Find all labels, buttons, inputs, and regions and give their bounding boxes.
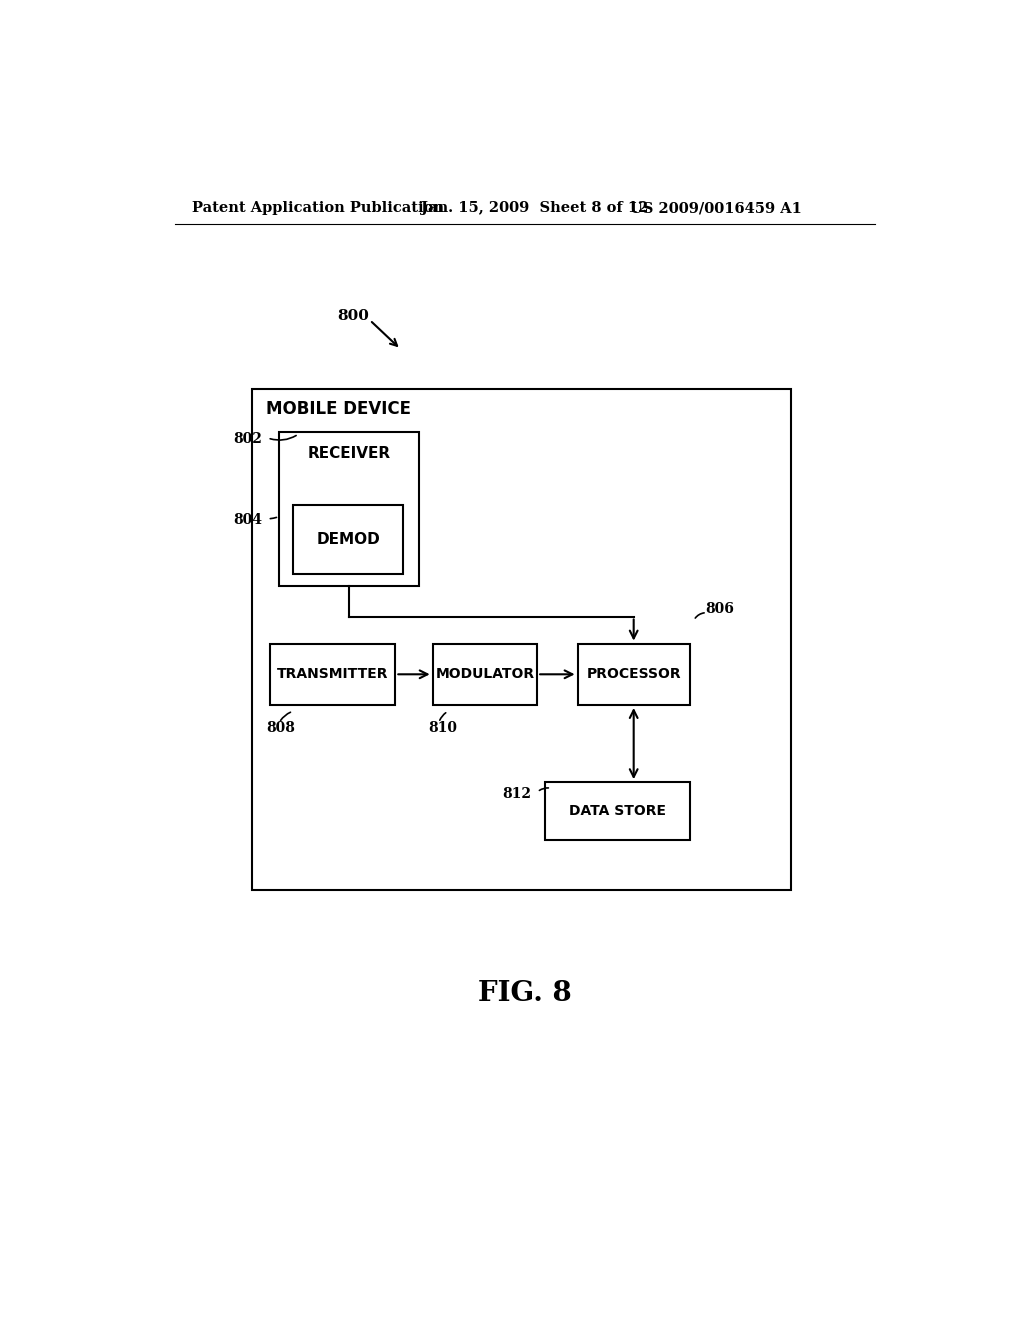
- Text: 800: 800: [337, 309, 369, 323]
- Text: 802: 802: [233, 433, 262, 446]
- Text: DEMOD: DEMOD: [316, 532, 380, 546]
- Bar: [545, 781, 690, 840]
- Bar: [578, 644, 690, 705]
- Bar: [252, 389, 791, 890]
- Text: MODULATOR: MODULATOR: [435, 668, 535, 681]
- Text: FIG. 8: FIG. 8: [478, 981, 571, 1007]
- Bar: [432, 644, 538, 705]
- Text: Patent Application Publication: Patent Application Publication: [191, 202, 443, 215]
- Bar: [270, 644, 395, 705]
- Text: DATA STORE: DATA STORE: [569, 804, 666, 818]
- Text: Jan. 15, 2009  Sheet 8 of 12: Jan. 15, 2009 Sheet 8 of 12: [421, 202, 648, 215]
- Text: 808: 808: [266, 721, 295, 735]
- Bar: [293, 506, 403, 574]
- Text: 804: 804: [233, 513, 262, 527]
- Text: MOBILE DEVICE: MOBILE DEVICE: [266, 400, 411, 417]
- Text: 806: 806: [706, 602, 734, 616]
- Text: TRANSMITTER: TRANSMITTER: [276, 668, 388, 681]
- Text: RECEIVER: RECEIVER: [307, 446, 390, 461]
- Bar: [280, 432, 419, 586]
- Text: PROCESSOR: PROCESSOR: [587, 668, 681, 681]
- Text: US 2009/0016459 A1: US 2009/0016459 A1: [630, 202, 802, 215]
- Text: 810: 810: [429, 721, 458, 735]
- Text: 812: 812: [502, 787, 531, 801]
